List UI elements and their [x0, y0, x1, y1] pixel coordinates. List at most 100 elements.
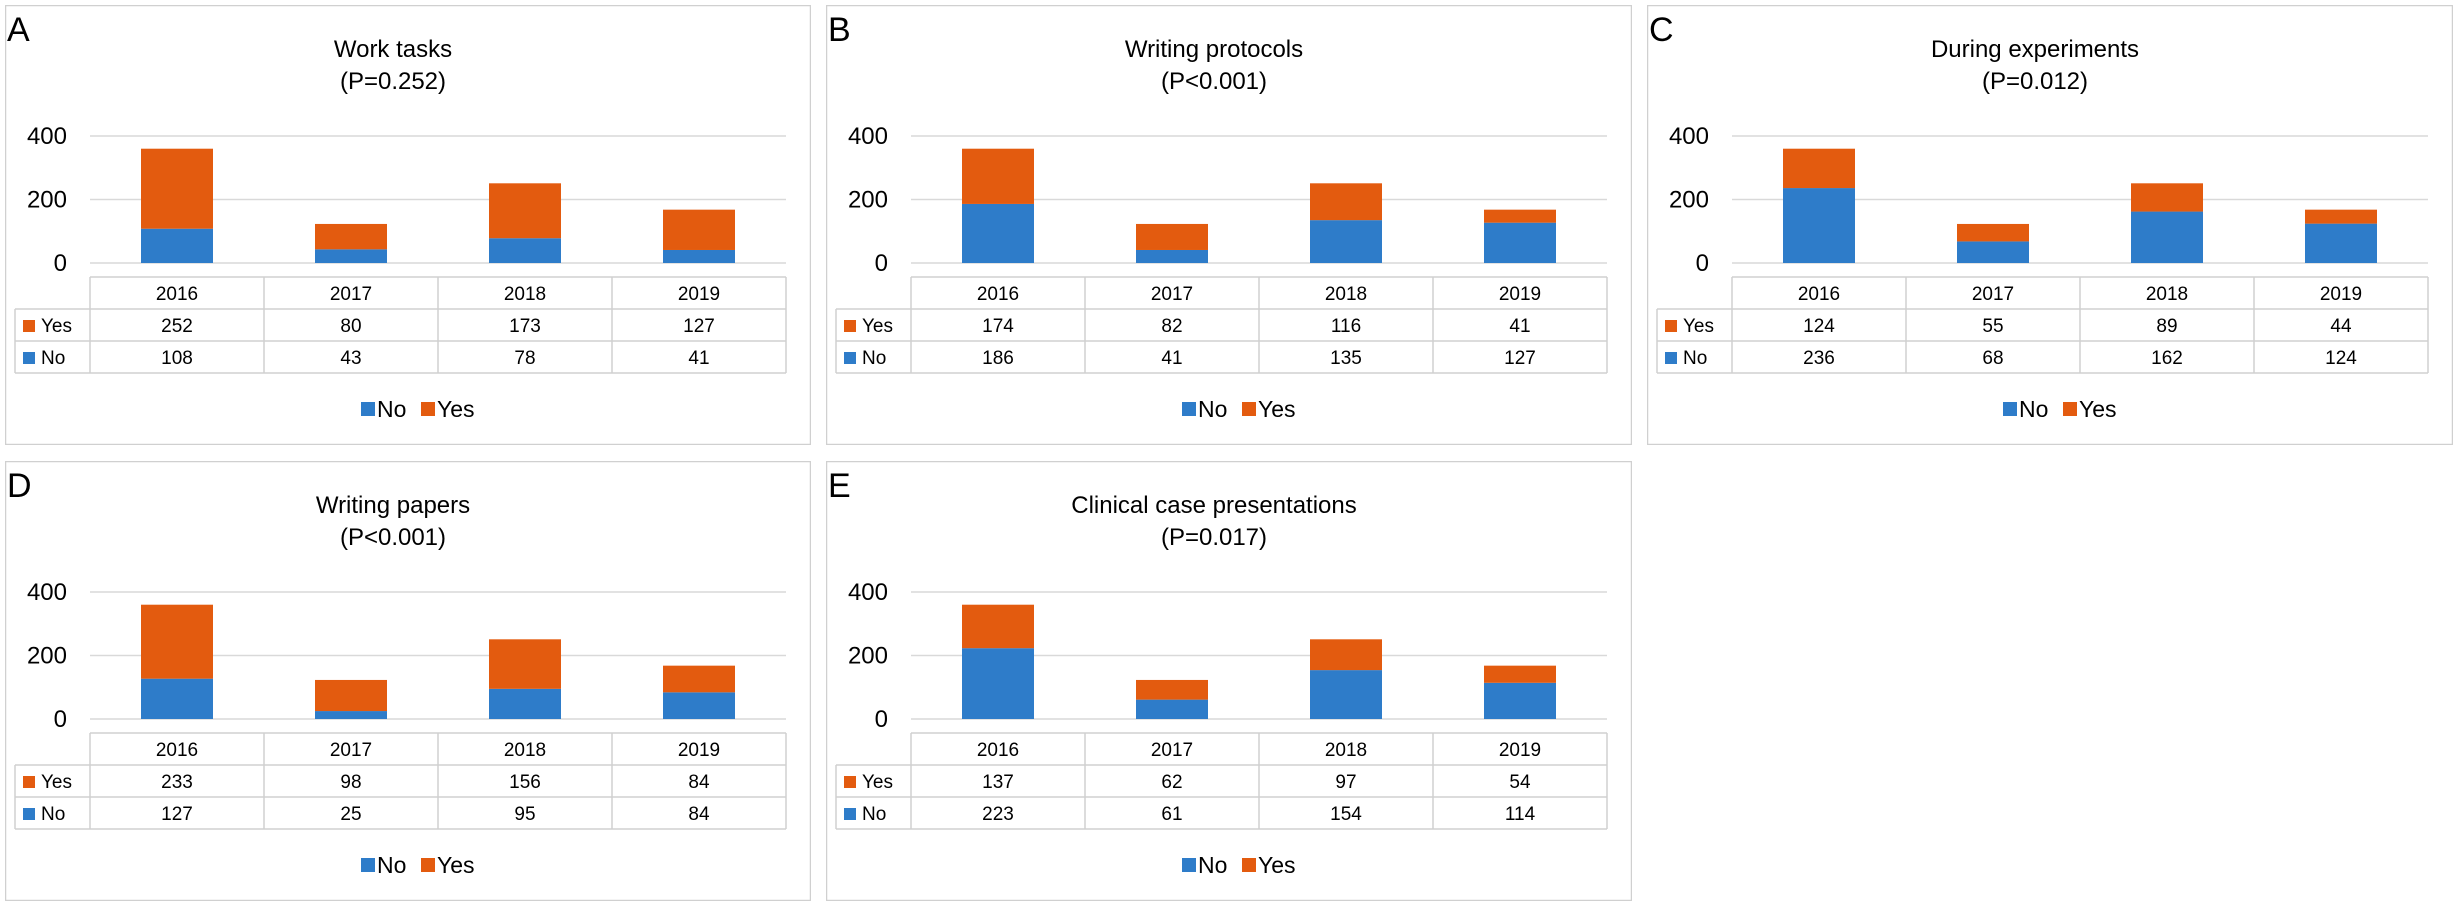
category-label: 2018: [1325, 740, 1367, 761]
legend-key-yes: [1242, 858, 1256, 872]
bar-yes-2019: [1484, 665, 1556, 683]
table-legend-key: [23, 352, 35, 364]
category-label: 2016: [977, 740, 1019, 761]
table-legend-key: [844, 776, 856, 788]
category-label: 2018: [504, 740, 546, 761]
bar-no-2016: [141, 228, 213, 263]
table-row-label: Yes: [41, 316, 72, 337]
table-row-label: No: [1683, 348, 1707, 369]
chart-title: Writing papers: [316, 492, 470, 519]
table-row-label: Yes: [862, 772, 893, 793]
bar-no-2017: [315, 249, 387, 263]
chart-title: Clinical case presentations: [1071, 492, 1356, 519]
table-row-label: No: [862, 348, 886, 369]
data-label: 98: [340, 772, 361, 793]
bar-yes-2016: [962, 604, 1034, 649]
y-tick-label: 200: [848, 187, 888, 214]
chart-panel-e: E Clinical case presentations (P=0.017) 0 20…: [826, 461, 1632, 901]
y-tick-label: 0: [875, 250, 888, 277]
data-label: 114: [1505, 804, 1536, 825]
category-label: 2016: [156, 740, 198, 761]
bar-no-2019: [2305, 223, 2377, 263]
y-tick-label: 400: [1669, 123, 1709, 150]
chart-panel-d: D Writing papers (P<0.001) 0 200 400 2016 2017 2…: [5, 461, 811, 901]
stacked-bar-chart: A Work tasks (P=0.252) 0 200 400 2016 2017 2018 2…: [5, 5, 811, 445]
bar-yes-2019: [663, 665, 735, 693]
data-label: 84: [688, 772, 710, 793]
legend: No Yes: [1182, 396, 1296, 422]
data-label: 252: [161, 316, 193, 337]
category-label: 2019: [1499, 284, 1541, 305]
data-label: 68: [1982, 348, 2003, 369]
category-label: 2016: [977, 284, 1019, 305]
data-label: 97: [1335, 772, 1356, 793]
bar-no-2017: [1136, 249, 1208, 263]
chart-subtitle: (P=0.017): [1161, 524, 1267, 551]
data-label: 78: [514, 348, 535, 369]
data-label: 80: [340, 316, 361, 337]
bar-no-2018: [2131, 211, 2203, 263]
table-legend-key: [23, 808, 35, 820]
legend-label-yes: Yes: [1258, 396, 1296, 422]
bar-yes-2019: [663, 209, 735, 250]
data-label: 127: [1504, 348, 1536, 369]
data-label: 82: [1161, 316, 1182, 337]
bar-yes-2017: [1136, 223, 1208, 250]
category-label: 2019: [2320, 284, 2362, 305]
bar-yes-2016: [141, 604, 213, 679]
data-label: 127: [161, 804, 193, 825]
chart-panel-c: C During experiments (P=0.012) 0 200 400 2016 2…: [1647, 5, 2453, 445]
legend-key-yes: [2063, 402, 2077, 416]
stacked-bar-chart: B Writing protocols (P<0.001) 0 200 400 2016 20…: [826, 5, 1632, 445]
y-tick-label: 0: [54, 706, 67, 733]
data-label: 61: [1161, 804, 1182, 825]
bar-no-2018: [489, 238, 561, 263]
bar-yes-2016: [141, 148, 213, 229]
bar-yes-2016: [1783, 148, 1855, 189]
category-label: 2018: [2146, 284, 2188, 305]
data-label: 154: [1330, 804, 1362, 825]
data-label: 54: [1509, 772, 1531, 793]
legend-label-no: No: [1198, 852, 1227, 878]
legend-label-yes: Yes: [437, 852, 475, 878]
data-label: 127: [683, 316, 715, 337]
data-label: 156: [509, 772, 541, 793]
bar-no-2017: [315, 711, 387, 719]
bar-no-2016: [962, 203, 1034, 263]
panel-letter: C: [1649, 11, 1674, 49]
bar-yes-2018: [2131, 183, 2203, 212]
bar-no-2016: [141, 678, 213, 719]
table-legend-key: [844, 320, 856, 332]
data-label: 186: [982, 348, 1014, 369]
legend-key-no: [1182, 402, 1196, 416]
bar-no-2018: [1310, 220, 1382, 263]
table-row-label: Yes: [862, 316, 893, 337]
table-legend-key: [1665, 352, 1677, 364]
legend-key-yes: [421, 402, 435, 416]
data-label: 62: [1161, 772, 1182, 793]
data-label: 108: [161, 348, 193, 369]
legend-key-no: [1182, 858, 1196, 872]
table-legend-key: [23, 776, 35, 788]
data-label: 43: [340, 348, 361, 369]
legend-key-no: [361, 402, 375, 416]
table-legend-key: [844, 808, 856, 820]
category-label: 2016: [1798, 284, 1840, 305]
legend-label-yes: Yes: [1258, 852, 1296, 878]
panel-letter: E: [828, 467, 851, 505]
category-label: 2017: [330, 740, 372, 761]
category-label: 2018: [1325, 284, 1367, 305]
table-row-label: No: [41, 804, 65, 825]
stacked-bar-chart: D Writing papers (P<0.001) 0 200 400 2016 2017 2…: [5, 461, 811, 901]
y-tick-label: 200: [1669, 187, 1709, 214]
bar-yes-2018: [489, 639, 561, 689]
y-tick-label: 0: [1696, 250, 1709, 277]
chart-panel-b: B Writing protocols (P<0.001) 0 200 400 2016 20…: [826, 5, 1632, 445]
data-label: 236: [1803, 348, 1835, 369]
category-label: 2017: [1151, 284, 1193, 305]
data-label: 116: [1331, 316, 1361, 337]
stacked-bar-chart: C During experiments (P=0.012) 0 200 400 2016 2…: [1647, 5, 2453, 445]
y-tick-label: 400: [848, 123, 888, 150]
category-label: 2017: [1972, 284, 2014, 305]
category-label: 2019: [1499, 740, 1541, 761]
